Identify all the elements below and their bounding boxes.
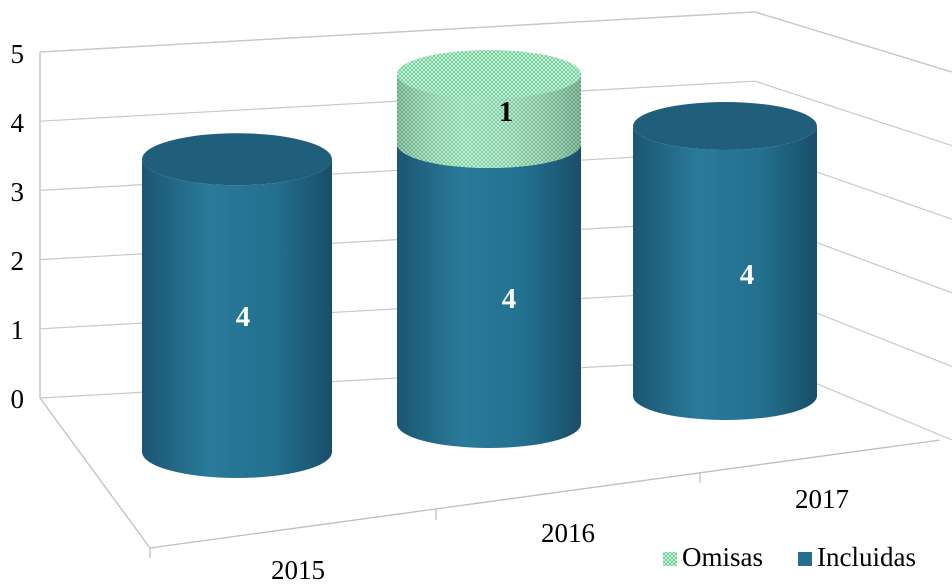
y-axis-tick-labels: 0 1 2 3 4 5 — [11, 39, 25, 414]
y-tick-label: 0 — [11, 384, 25, 414]
bar-omisas-2016-shade — [397, 74, 581, 168]
bar-incluidas-2015 — [142, 133, 332, 478]
x-axis-labels: 2015 2016 2017 — [271, 484, 849, 584]
bar-incluidas-2015-body — [142, 159, 332, 478]
gridline-back — [39, 11, 756, 53]
data-label-2017-incluidas: 4 — [740, 259, 755, 291]
floor-front-edge — [149, 439, 941, 549]
bar-omisas-2016 — [397, 50, 581, 168]
y-tick-label: 1 — [11, 315, 25, 345]
bar-incluidas-2016 — [397, 144, 581, 448]
legend: Omisas Incluidas — [663, 542, 916, 572]
data-label-2015-incluidas: 4 — [236, 301, 251, 333]
bar-incluidas-2017-top — [633, 102, 817, 150]
x-category-label: 2016 — [541, 518, 595, 548]
legend-label-incluidas: Incluidas — [817, 542, 916, 572]
floor-left-edge — [39, 397, 151, 549]
legend-label-omisas: Omisas — [682, 542, 763, 572]
gridline-side — [754, 80, 952, 147]
y-tick-label: 4 — [11, 108, 25, 138]
y-tick-label: 2 — [11, 246, 25, 276]
bar-incluidas-2016-body — [397, 144, 581, 448]
bar-incluidas-2017-body — [633, 126, 817, 420]
data-labels: 4 4 1 4 — [236, 96, 755, 333]
chart-bars — [142, 50, 817, 478]
bar-incluidas-2015-top — [142, 133, 332, 186]
legend-swatch-omisas — [663, 552, 677, 566]
bar-omisas-2016-top — [397, 50, 581, 98]
data-label-2016-omisas: 1 — [499, 96, 514, 128]
y-tick-label: 3 — [11, 177, 25, 207]
x-category-label: 2015 — [271, 555, 325, 584]
data-label-2016-incluidas: 4 — [502, 283, 517, 315]
x-category-label: 2017 — [795, 484, 849, 514]
legend-swatch-incluidas — [798, 552, 812, 566]
y-tick-label: 5 — [11, 39, 25, 69]
gridline-side — [754, 11, 952, 73]
bar-incluidas-2017 — [633, 102, 817, 420]
